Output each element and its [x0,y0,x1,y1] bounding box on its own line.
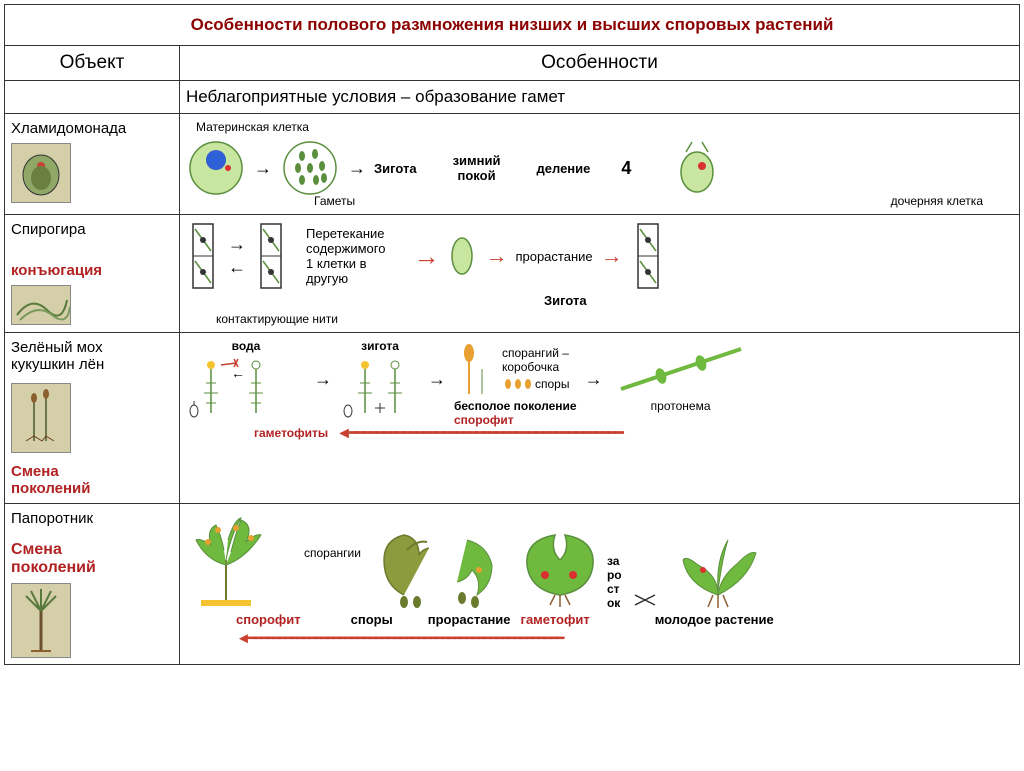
arrow-red-long-icon: ◄━━━━━━━━━━━━━━━━━━━━━━━━━━━━━━━━━━━━━━━… [336,423,621,443]
adult-fern-icon [186,510,296,610]
lbl-protonema: протонема [651,399,711,413]
spiro-diagram: → ← Перетекание содержимого 1 клетки в д… [180,215,1019,333]
lbl-division: деление [537,161,591,176]
moss-image [11,383,71,453]
daughter-cell-icon [672,140,722,196]
arrow-icon: ← [228,257,246,278]
object-spirogyra: Спирогира конъюгация [5,215,180,333]
lbl-mother: Материнская клетка [196,120,1013,134]
arrow-red-long-icon: ◄━━━━━━━━━━━━━━━━━━━━━━━━━━━━━━━━━━━━━━━… [236,629,1013,647]
object-moss: Зелёный мох кукушкин лён Смена поколений [5,333,180,504]
lbl-flow: Перетекание содержимого 1 клетки в другу… [306,226,385,286]
arrow-red-icon: → [413,241,439,272]
lbl-gametophyte: гаметофит [521,612,590,627]
moss-name: Зелёный мох кукушкин лён [11,339,173,373]
young-plant-icon [668,525,768,610]
chlam-image [11,143,71,203]
cross-icon [630,590,660,610]
header-features: Особенности [180,46,1019,81]
lbl-four: 4 [621,158,631,179]
germinated-icon [631,221,665,291]
lbl-zygote2: Зигота [544,293,587,308]
chlam-diagram: Материнская клетка → → Зигота зимний пок… [180,114,1019,215]
lbl-dormancy: зимний покой [453,153,501,183]
lbl-spores: споры [535,377,569,391]
spiro-image [11,285,71,325]
lbl-threads: контактирующие нити [216,312,1013,326]
arrow-icon: → [254,158,272,179]
header-object: Объект [5,46,180,81]
lbl-daughter: дочерняя клетка [891,194,983,208]
spiro-process: конъюгация [11,262,173,279]
lbl-gametes: Гаметы [314,194,355,208]
arrow-icon: → [585,369,603,390]
arrow-icon: → [228,234,246,255]
lbl-spores2: споры [351,612,393,627]
lbl-gametophytes: гаметофиты [254,426,328,440]
arrow-red-icon: → [485,243,507,269]
arrow-icon: → [348,158,366,179]
object-fern: Папоротник Смена поколений [5,504,180,664]
lbl-sporangia: спорангии [304,546,361,560]
lbl-prothallus: за ро ст ок [607,554,622,610]
lbl-germ: прорастание [515,249,592,264]
sporangium-open-icon [369,520,439,610]
spiro-name: Спирогира [11,221,173,238]
lbl-water: вода [232,339,261,353]
lbl-sporang: спорангий – коробочка [502,346,569,374]
lbl-sporophyte2: спорофит [236,612,301,627]
lbl-young: молодое растение [655,612,774,627]
moss-diagram: вода ← → зигота [180,333,1019,504]
gametophytes-icon: ← [186,353,306,423]
gametes-icon [280,138,340,198]
arrow-red-icon: → [601,243,623,269]
object-chlamydomonas: Хламидомонада [5,114,180,215]
lbl-zygote3: зигота [361,339,399,353]
fern-name: Папоротник [11,510,173,527]
protonema-icon [611,339,751,399]
arrow-icon: → [428,369,446,390]
chlam-name: Хламидомонада [11,120,173,137]
svg-text:←: ← [231,365,245,381]
zygote-plant-icon [340,353,420,423]
lbl-asexual: бесполое поколение [454,399,577,413]
mother-cell-icon [186,138,246,198]
zygote-icon [447,231,477,281]
subheader: Неблагоприятные условия – образование га… [180,81,1019,114]
germinating-icon [437,530,507,610]
lbl-germ2: прорастание [428,612,511,627]
sporangium-icon [454,339,494,399]
filament-icon [254,221,288,291]
page-title: Особенности полового размножения низших … [5,5,1019,45]
arrow-icon: → [314,369,332,390]
filament-icon [186,221,220,291]
prothallus-icon [515,525,605,610]
moss-process: Смена поколений [11,463,173,497]
fern-diagram: спорангии за ро ст ок спорофит споры про… [180,504,1019,664]
fern-process: Смена поколений [11,541,173,577]
fern-image [11,583,71,658]
lbl-zygote: Зигота [374,161,417,176]
